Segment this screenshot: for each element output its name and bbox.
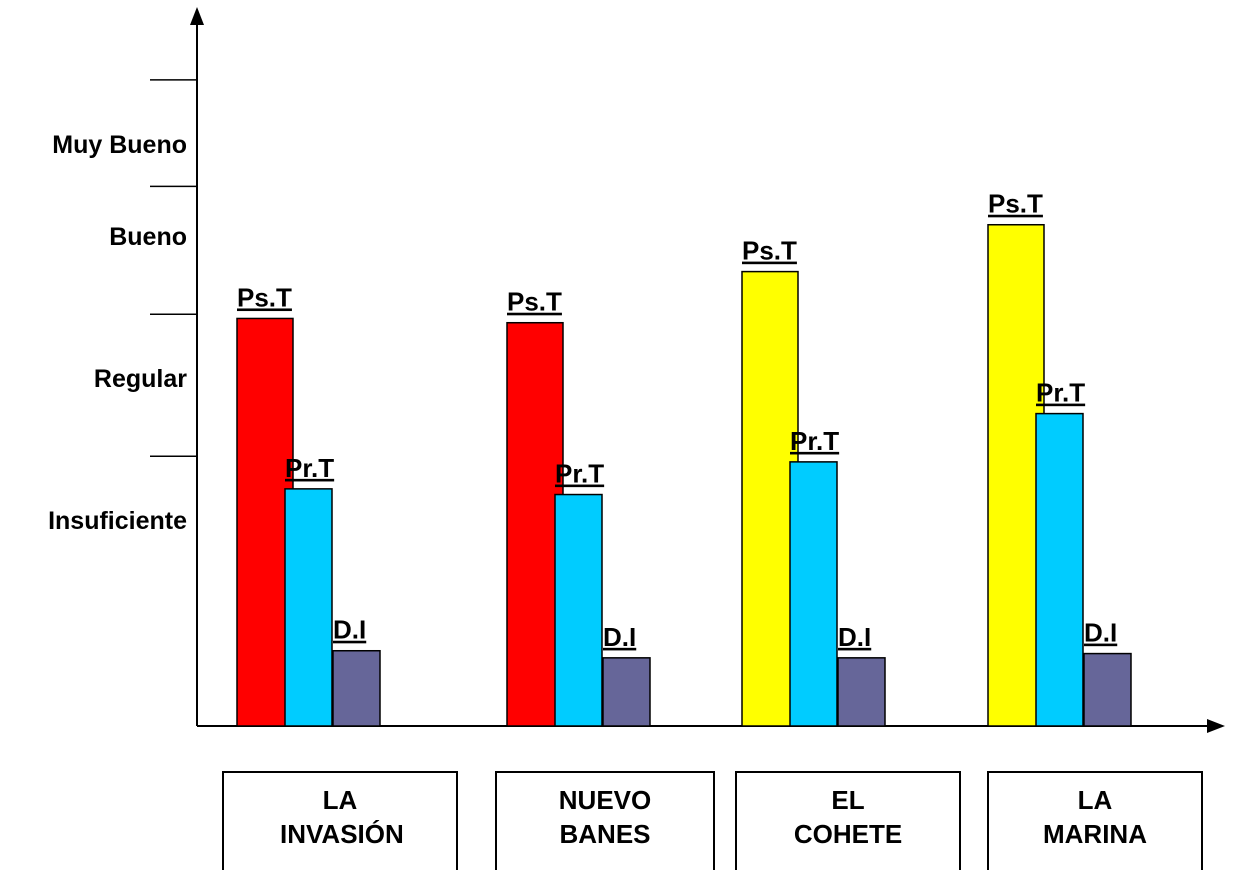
bar xyxy=(602,657,651,727)
bar xyxy=(332,649,381,727)
bar-label: Ps.T xyxy=(988,189,1043,219)
bar-label: D.I xyxy=(1084,618,1117,648)
category-box: LA INVASIÓN xyxy=(222,771,458,870)
bar xyxy=(236,317,294,727)
category-label-line1: NUEVO xyxy=(558,784,652,815)
bar xyxy=(789,461,838,727)
bar-label: Ps.T xyxy=(507,287,562,317)
bar-label: D.I xyxy=(838,622,871,652)
category-label-line2: MARINA xyxy=(1043,818,1147,849)
y-axis-arrow xyxy=(190,7,204,25)
y-tick-label: Insuficiente xyxy=(48,507,187,535)
y-tick-label: Regular xyxy=(94,365,187,393)
bar xyxy=(837,657,886,727)
bar-label: Ps.T xyxy=(742,236,797,266)
category-label: EL COHETE xyxy=(788,783,908,851)
y-tick-label: Bueno xyxy=(109,223,187,251)
bar xyxy=(554,493,603,727)
category-box: LA MARINA xyxy=(987,771,1203,870)
bar-label: Pr.T xyxy=(1036,378,1085,408)
category-box: NUEVO BANES xyxy=(495,771,715,870)
y-tick-label: Muy Bueno xyxy=(52,131,187,159)
category-box: EL COHETE xyxy=(735,771,961,870)
category-label-line2: COHETE xyxy=(793,818,903,849)
bar-label: D.I xyxy=(603,622,636,652)
bar xyxy=(1083,652,1132,727)
category-label-line2: INVASIÓN xyxy=(280,818,404,849)
category-label-line2: BANES xyxy=(559,818,651,849)
x-axis-arrow xyxy=(1207,719,1225,733)
bar xyxy=(1035,412,1084,727)
bar xyxy=(987,223,1045,727)
category-label-line1: EL xyxy=(831,784,865,815)
bar-label: Pr.T xyxy=(790,426,839,456)
category-label-line1: LA xyxy=(1077,784,1113,815)
bar-label: Ps.T xyxy=(237,282,292,312)
bar xyxy=(284,488,333,727)
category-label: LA INVASIÓN xyxy=(280,783,404,851)
category-label-line1: LA xyxy=(322,784,358,815)
category-label: NUEVO BANES xyxy=(545,783,665,851)
bar-label: Pr.T xyxy=(285,453,334,483)
bar-label: D.I xyxy=(333,615,366,645)
bar-label: Pr.T xyxy=(555,459,604,489)
category-label: LA MARINA xyxy=(1035,783,1155,851)
